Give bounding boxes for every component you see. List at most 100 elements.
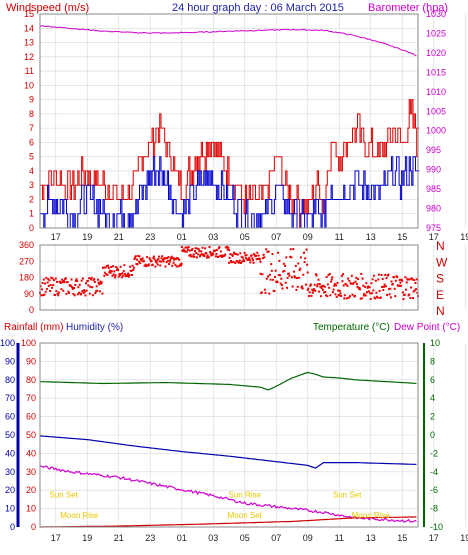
direction-point (301, 287, 304, 290)
direction-point (165, 257, 167, 260)
direction-point (376, 296, 379, 299)
direction-point (178, 258, 181, 261)
dir-y-tick-label: 360 (19, 240, 34, 250)
direction-point (108, 271, 111, 274)
humidity-y-tick-label: 30 (5, 467, 15, 477)
direction-point (169, 258, 172, 261)
direction-point (312, 289, 315, 292)
direction-point (264, 291, 267, 294)
direction-point (383, 285, 385, 288)
direction-point (187, 246, 190, 249)
direction-point (216, 248, 218, 251)
direction-point (331, 276, 334, 279)
event-label: Moon Set (228, 511, 263, 520)
direction-point (302, 273, 305, 276)
direction-point (346, 284, 349, 287)
direction-point (290, 256, 293, 259)
direction-point (368, 286, 371, 289)
direction-point (385, 277, 388, 280)
direction-point (341, 280, 344, 283)
rain-y-tick-label: 40 (26, 448, 36, 458)
direction-point (112, 265, 115, 268)
direction-point (383, 283, 386, 286)
direction-point (107, 264, 109, 267)
direction-point (52, 279, 55, 282)
direction-point (73, 287, 75, 289)
direction-point (240, 262, 242, 264)
direction-point (348, 279, 351, 282)
direction-point (162, 260, 165, 263)
direction-point (165, 261, 168, 264)
direction-point (276, 281, 279, 284)
direction-point (140, 259, 143, 262)
direction-point (168, 260, 171, 263)
wind-y-tick-label: 11 (25, 66, 34, 76)
direction-point (415, 288, 418, 291)
direction-point (177, 265, 180, 268)
direction-point (404, 276, 407, 279)
direction-point (205, 252, 208, 255)
direction-point (130, 270, 133, 272)
wind-y-tick-label: 15 (24, 9, 34, 19)
direction-point (40, 294, 43, 297)
event-label: Sun Rise (229, 491, 262, 500)
temp-y-tick-label: 2 (430, 412, 435, 422)
direction-point (39, 285, 42, 288)
direction-point (161, 255, 164, 258)
rain-y-tick-label: 90 (26, 356, 36, 366)
direction-point (335, 284, 338, 287)
direction-point (184, 246, 187, 249)
direction-point (91, 294, 94, 297)
wind-y-tick-label: 3 (29, 180, 34, 190)
baro-y-tick-label: 1015 (426, 67, 446, 77)
direction-point (221, 256, 224, 258)
direction-point (354, 280, 357, 283)
direction-point (360, 273, 363, 275)
direction-point (285, 256, 288, 259)
direction-point (243, 251, 246, 254)
direction-point (173, 257, 176, 260)
direction-point (101, 292, 104, 295)
direction-point (211, 252, 214, 255)
dir-y-tick-label: 0 (29, 305, 34, 315)
direction-point (294, 265, 297, 267)
direction-point (229, 260, 232, 262)
x-tick-label-temp: 19 (460, 533, 468, 543)
humidity-y-tick-label: 90 (5, 356, 15, 366)
direction-point (139, 262, 142, 265)
direction-point (81, 277, 84, 280)
direction-point (273, 290, 276, 293)
direction-point (90, 278, 92, 281)
direction-point (197, 253, 200, 256)
direction-point (304, 257, 307, 260)
direction-point (335, 295, 338, 298)
direction-point (291, 285, 294, 288)
humidity-y-tick-label: 100 (0, 338, 15, 348)
direction-point (98, 290, 101, 293)
wind-panel-frame (39, 13, 419, 229)
rain-y-tick-label: 10 (26, 504, 36, 514)
direction-point (117, 275, 120, 278)
direction-point (367, 285, 370, 288)
x-tick-label-wind: 17 (429, 232, 439, 242)
direction-point (263, 288, 266, 291)
direction-point (109, 271, 112, 274)
direction-point (262, 257, 264, 260)
direction-point (80, 279, 83, 282)
direction-point (191, 247, 194, 250)
direction-point (350, 274, 353, 277)
direction-point (314, 289, 317, 292)
direction-point (388, 288, 390, 291)
direction-point (195, 256, 198, 259)
direction-point (389, 287, 392, 290)
direction-point (218, 246, 221, 249)
x-tick-label-wind: 15 (397, 232, 407, 242)
direction-point (114, 276, 116, 279)
direction-point (47, 278, 50, 281)
direction-point (289, 255, 292, 258)
direction-point (52, 284, 55, 287)
direction-point (259, 260, 262, 263)
direction-point (274, 275, 276, 278)
direction-point (157, 258, 160, 260)
